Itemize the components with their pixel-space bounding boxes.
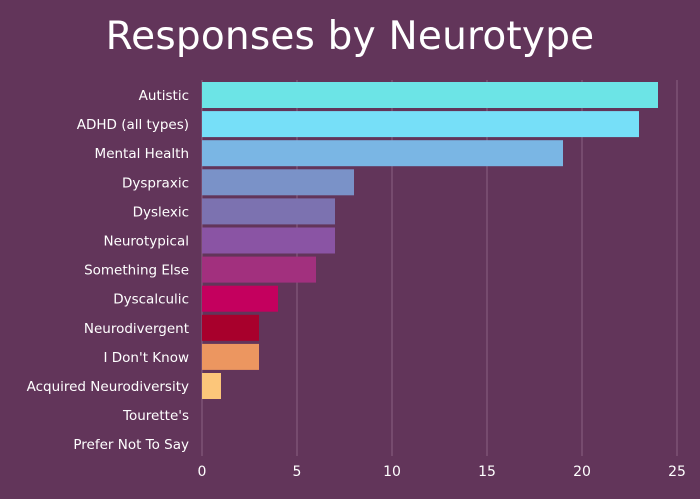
x-tick-label: 20 bbox=[573, 464, 591, 480]
category-label: Neurotypical bbox=[103, 234, 189, 250]
category-label: Dyscalculic bbox=[113, 292, 189, 308]
bars bbox=[202, 82, 658, 399]
category-label: Prefer Not To Say bbox=[73, 437, 189, 453]
bar bbox=[202, 140, 563, 167]
bar bbox=[202, 256, 316, 283]
x-tick-label: 15 bbox=[478, 464, 496, 480]
x-tick-label: 0 bbox=[198, 464, 207, 480]
bar bbox=[202, 343, 259, 370]
bar bbox=[202, 314, 259, 341]
x-tick-labels: 0 5 10 15 20 25 bbox=[198, 464, 686, 480]
x-tick-label: 10 bbox=[383, 464, 401, 480]
x-tick-label: 25 bbox=[668, 464, 686, 480]
bar bbox=[202, 169, 354, 196]
chart-title: Responses by Neurotype bbox=[105, 14, 595, 59]
category-label: ADHD (all types) bbox=[77, 117, 189, 133]
bar bbox=[202, 227, 335, 254]
category-label: Mental Health bbox=[95, 146, 189, 162]
bar bbox=[202, 285, 278, 312]
category-labels: Autistic ADHD (all types) Mental Health Dys… bbox=[27, 88, 189, 453]
category-label: Dyspraxic bbox=[122, 175, 189, 191]
bar bbox=[202, 111, 639, 138]
category-label: Neurodivergent bbox=[84, 321, 189, 337]
category-label: Tourette's bbox=[122, 408, 189, 424]
category-label: Something Else bbox=[84, 263, 189, 279]
bar bbox=[202, 198, 335, 225]
category-label: Autistic bbox=[139, 88, 189, 104]
category-label: Dyslexic bbox=[133, 204, 189, 220]
category-label: Acquired Neurodiversity bbox=[27, 379, 189, 395]
bar bbox=[202, 373, 221, 399]
bar bbox=[202, 82, 658, 108]
x-tick-label: 5 bbox=[293, 464, 302, 480]
category-label: I Don't Know bbox=[104, 350, 190, 366]
